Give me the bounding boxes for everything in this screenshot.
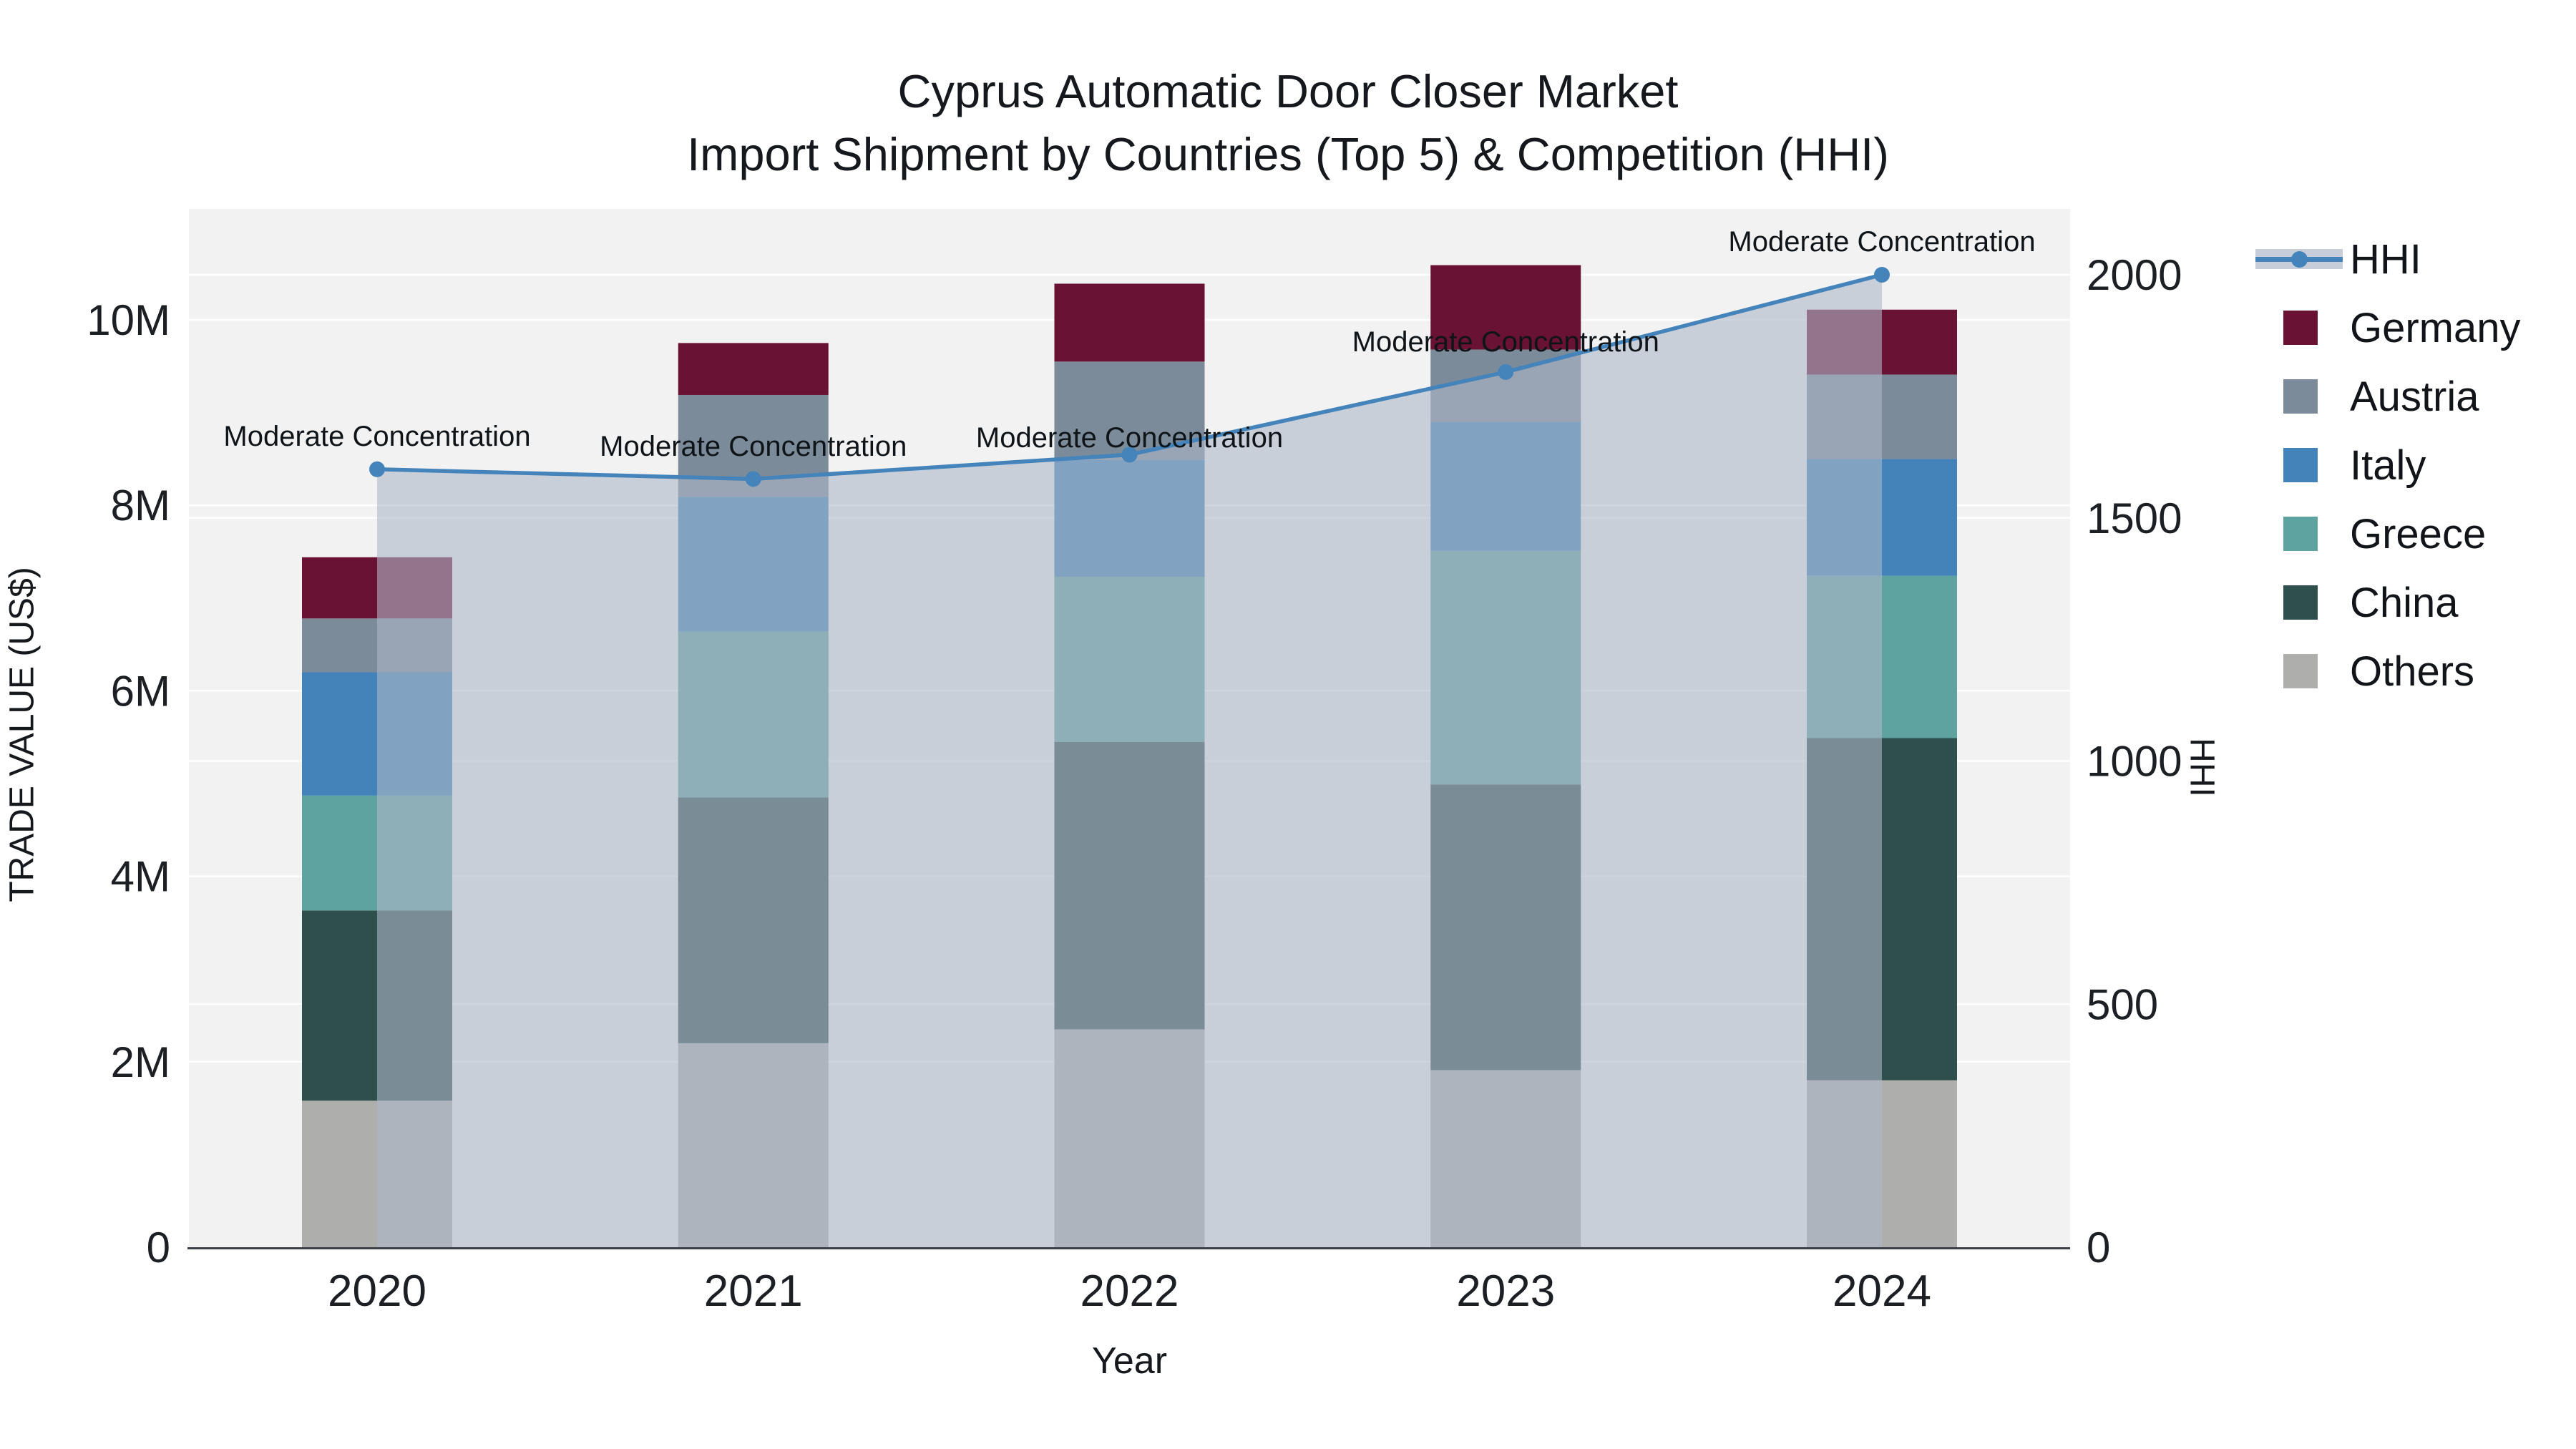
annotation-2021: Moderate Concentration <box>600 431 907 463</box>
x-tick-2022: 2022 <box>1080 1267 1179 1316</box>
bar-segment-germany-2022[interactable] <box>1054 283 1205 362</box>
x-tick-2021: 2021 <box>704 1267 803 1316</box>
legend-swatch-italy <box>2251 431 2350 499</box>
color-swatch <box>2283 448 2318 482</box>
color-swatch <box>2283 654 2318 688</box>
color-swatch <box>2283 517 2318 551</box>
hhi-area-fill <box>377 275 1882 1247</box>
left-tick-6M: 6M <box>111 667 170 715</box>
legend-label-china: China <box>2350 579 2459 626</box>
legend-item-hhi[interactable]: HHI <box>2251 225 2521 293</box>
hhi-marker-2022[interactable] <box>1121 447 1138 463</box>
legend-label-austria: Austria <box>2350 373 2479 420</box>
x-tick-2020: 2020 <box>328 1267 426 1316</box>
color-swatch <box>2283 379 2318 414</box>
hhi-marker-2023[interactable] <box>1498 364 1514 380</box>
legend-swatch-others <box>2251 637 2350 706</box>
right-axis-title: HHI <box>2182 738 2221 797</box>
color-swatch <box>2283 585 2318 620</box>
legend-swatch-china <box>2251 568 2350 637</box>
color-swatch <box>2283 311 2318 345</box>
left-tick-8M: 8M <box>111 482 170 530</box>
legend-swatch-greece <box>2251 499 2350 568</box>
legend-item-italy[interactable]: Italy <box>2251 431 2521 499</box>
x-tick-2023: 2023 <box>1456 1267 1555 1316</box>
chart-title-line2: Import Shipment by Countries (Top 5) & C… <box>687 128 1889 180</box>
right-tick-1000: 1000 <box>2087 738 2182 786</box>
left-tick-10M: 10M <box>87 296 170 344</box>
legend-label-greece: Greece <box>2350 510 2487 557</box>
hhi-marker-2021[interactable] <box>745 471 761 487</box>
bar-segment-germany-2021[interactable] <box>678 343 829 395</box>
hhi-marker-glyph <box>2291 251 2308 268</box>
hhi-marker-2020[interactable] <box>369 461 385 477</box>
left-tick-4M: 4M <box>111 853 170 901</box>
hhi-line-swatch <box>2251 225 2350 293</box>
legend-item-germany[interactable]: Germany <box>2251 293 2521 362</box>
hhi-area-swatch <box>2255 249 2343 269</box>
annotation-2022: Moderate Concentration <box>975 422 1284 454</box>
right-tick-2000: 2000 <box>2087 251 2182 299</box>
legend-label-hhi: HHI <box>2350 235 2421 283</box>
x-tick-2024: 2024 <box>1833 1267 1931 1316</box>
annotation-2024: Moderate Concentration <box>1728 226 2036 258</box>
legend-item-greece[interactable]: Greece <box>2251 499 2521 568</box>
legend-item-china[interactable]: China <box>2251 568 2521 637</box>
legend-swatch-austria <box>2251 362 2350 431</box>
left-axis-title: TRADE VALUE (US$) <box>3 567 42 902</box>
hhi-marker-2024[interactable] <box>1874 267 1890 283</box>
chart-title-line1: Cyprus Automatic Door Closer Market <box>897 65 1679 117</box>
legend-swatch-germany <box>2251 293 2350 362</box>
legend-item-austria[interactable]: Austria <box>2251 362 2521 431</box>
legend-label-others: Others <box>2350 648 2475 695</box>
left-tick-0: 0 <box>147 1224 170 1272</box>
x-axis-title: Year <box>1091 1340 1168 1382</box>
annotation-2023: Moderate Concentration <box>1352 326 1659 358</box>
right-tick-0: 0 <box>2087 1224 2110 1272</box>
legend-item-others[interactable]: Others <box>2251 637 2521 706</box>
right-tick-500: 500 <box>2087 980 2158 1028</box>
legend-label-germany: Germany <box>2350 304 2521 351</box>
bar-segment-germany-2023[interactable] <box>1430 265 1581 350</box>
annotation-2020: Moderate Concentration <box>223 420 531 452</box>
legend-label-italy: Italy <box>2350 441 2426 489</box>
left-tick-2M: 2M <box>111 1038 170 1086</box>
right-tick-1500: 1500 <box>2087 494 2182 542</box>
legend: HHI Germany Austria Italy Greece China Others <box>2251 225 2521 706</box>
